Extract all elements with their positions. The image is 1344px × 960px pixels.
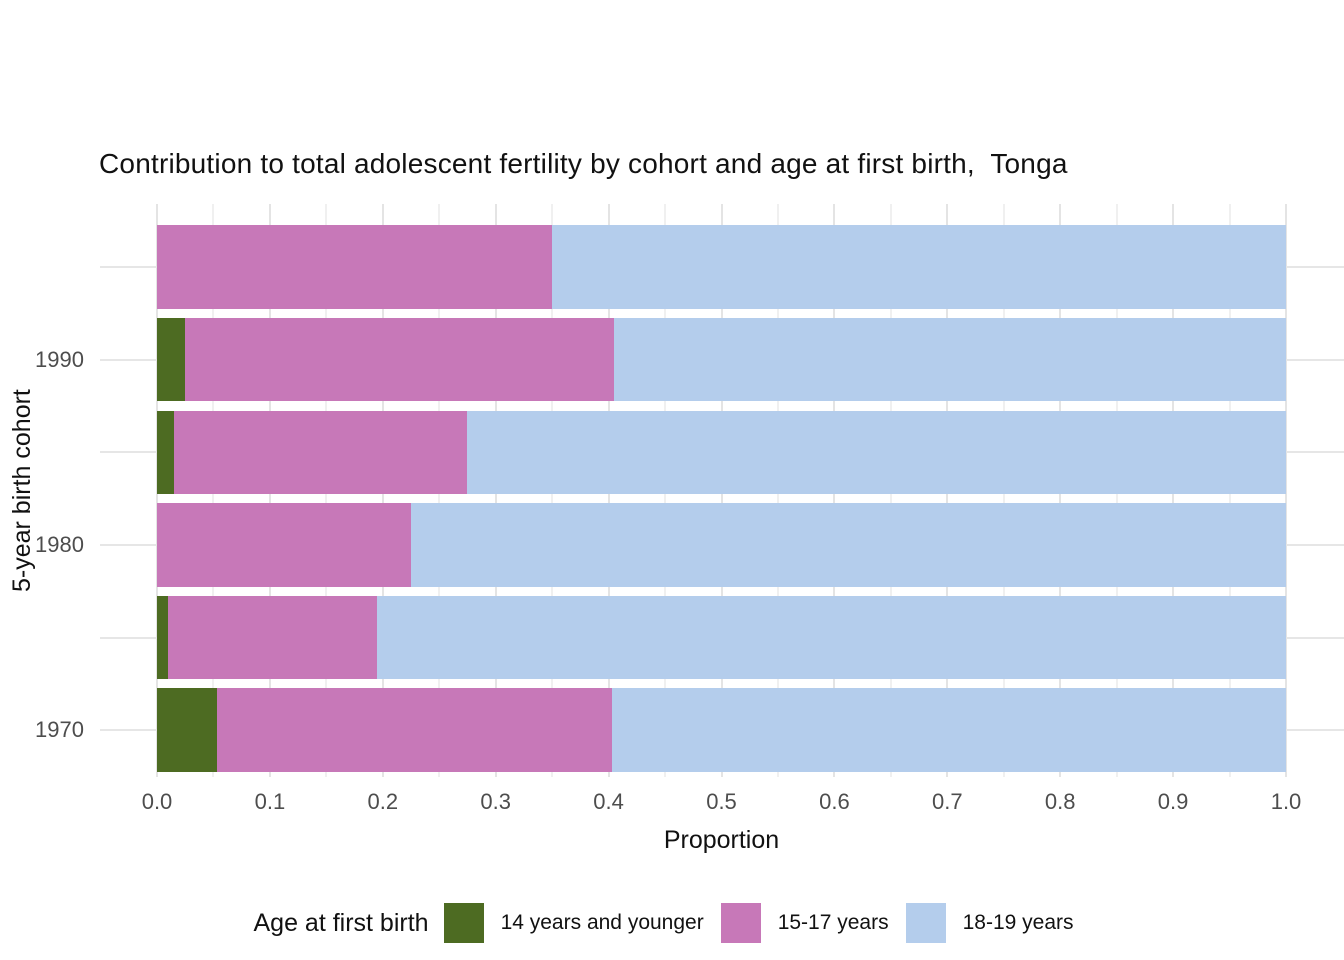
bar-1970 bbox=[157, 688, 1286, 772]
bar-1985-segment bbox=[173, 410, 468, 494]
x-tick-label: 0.5 bbox=[706, 789, 737, 814]
bar-1995-segment bbox=[157, 225, 553, 309]
x-tick-label: 0.4 bbox=[593, 789, 624, 814]
x-tick-label: 0.7 bbox=[932, 789, 963, 814]
bar-1980-segment bbox=[157, 503, 412, 587]
bar-1975-segment bbox=[377, 595, 1286, 680]
x-tick-label: 1.0 bbox=[1270, 789, 1302, 814]
bar-1980-segment bbox=[411, 503, 1286, 587]
x-tick-label: 0.0 bbox=[141, 789, 173, 814]
legend-swatch-icon bbox=[443, 903, 484, 943]
x-tick-label: 0.2 bbox=[367, 789, 399, 814]
y-tick-label: 1980 bbox=[35, 531, 84, 557]
bar-1970-segment bbox=[157, 688, 217, 772]
y-tick-label: 1970 bbox=[35, 717, 84, 743]
legend-label: 15-17 years bbox=[777, 911, 889, 934]
x-axis-title: Proportion bbox=[663, 826, 780, 854]
bar-1995-segment bbox=[552, 225, 1286, 309]
legend-label: 14 years and younger bbox=[500, 911, 704, 934]
bar-1985 bbox=[157, 410, 1286, 494]
bar-1970-segment bbox=[216, 688, 612, 772]
bar-1990-segment bbox=[614, 317, 1286, 402]
legend-items: 14 years and younger 15-17 years 18-19 yea… bbox=[443, 903, 1091, 943]
bar-1980 bbox=[157, 503, 1286, 587]
x-tick-label: 0.6 bbox=[819, 789, 850, 814]
major-x-gridline bbox=[1285, 204, 1287, 777]
legend-title: Age at first birth bbox=[253, 908, 429, 937]
y-tick-label: 1990 bbox=[35, 346, 84, 372]
legend-swatch-icon bbox=[720, 903, 761, 943]
chart-title: Contribution to total adolescent fertili… bbox=[99, 148, 1068, 179]
x-axis-tick-labels: 0.0 0.1 0.2 0.3 0.4 0.5 0.6 0.7 0.8 0.9 1.0 bbox=[100, 789, 1344, 815]
bar-1975 bbox=[157, 595, 1286, 680]
bar-1975-segment bbox=[168, 595, 378, 680]
legend-swatch-icon bbox=[905, 903, 946, 943]
bar-1970-segment bbox=[611, 688, 1286, 772]
bar-1995 bbox=[157, 225, 1286, 309]
x-tick-label: 0.9 bbox=[1157, 789, 1189, 814]
legend: Age at first birth 14 years and younger 1… bbox=[0, 902, 1344, 944]
legend-item: 15-17 years bbox=[720, 903, 889, 943]
x-tick-label: 0.1 bbox=[254, 789, 286, 814]
legend-item: 14 years and younger bbox=[443, 903, 704, 943]
bar-1975-segment bbox=[157, 595, 169, 680]
bar-1990 bbox=[157, 317, 1286, 402]
bar-1985-segment bbox=[467, 410, 1286, 494]
x-tick-label: 0.3 bbox=[480, 789, 511, 814]
legend-label: 18-19 years bbox=[962, 911, 1074, 934]
bar-1990-segment bbox=[157, 317, 186, 402]
legend-item: 18-19 years bbox=[905, 903, 1074, 943]
plot-panel bbox=[100, 204, 1344, 777]
y-axis-tick-labels: 1990 1980 1970 bbox=[0, 204, 88, 777]
x-tick-label: 0.8 bbox=[1044, 789, 1076, 814]
bar-1990-segment bbox=[185, 317, 615, 402]
bar-1985-segment bbox=[157, 410, 174, 494]
